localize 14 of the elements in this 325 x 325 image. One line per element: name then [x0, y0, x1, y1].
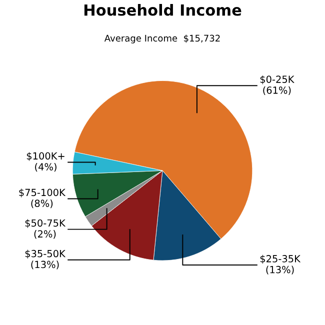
chart-title: Household Income — [84, 4, 242, 16]
slice-label: $50-75K — [25, 219, 66, 228]
data-label: (13%) — [31, 260, 59, 270]
data-label: (8%) — [31, 199, 53, 208]
slice-label: $75-100K — [19, 188, 66, 198]
slice-label: $25-35K — [260, 254, 301, 264]
slice-label: $0-25K — [260, 75, 294, 84]
data-label: (13%) — [266, 266, 294, 274]
chart-subtitle: Average Income $15,732 — [104, 34, 220, 44]
data-label: (4%) — [35, 162, 56, 172]
slice-label: $35-50K — [25, 250, 66, 259]
slice-label: $100K+ — [26, 152, 64, 161]
data-label: (61%) — [263, 86, 291, 95]
data-label: (2%) — [34, 230, 56, 239]
